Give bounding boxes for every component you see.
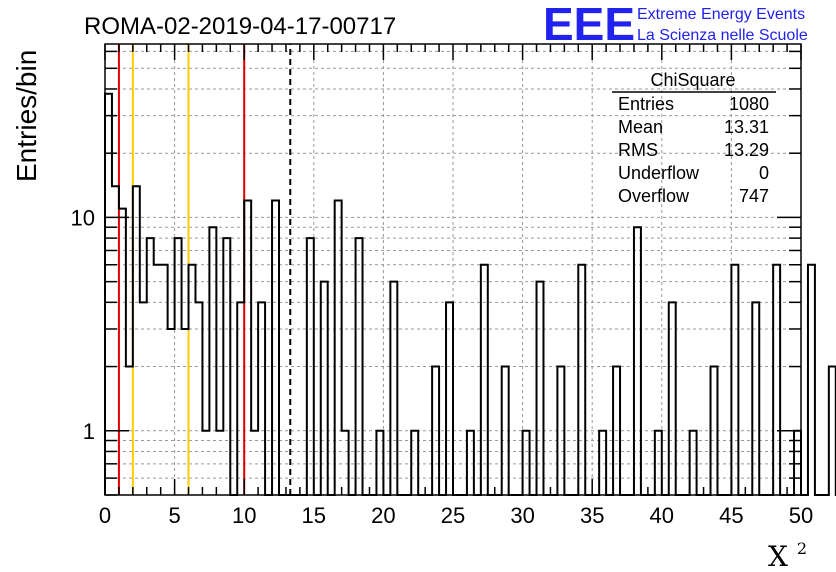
histogram-bin: [752, 302, 759, 495]
histogram-bin: [258, 302, 265, 495]
histogram-bin: [390, 282, 397, 495]
histogram-bin: [773, 265, 780, 495]
x-tick-label: 25: [441, 503, 465, 528]
histogram-bin: [335, 201, 342, 495]
stats-row-value: 0: [759, 163, 769, 183]
histogram-bin: [119, 209, 126, 495]
histogram-bin: [216, 431, 223, 495]
histogram-bins: [104, 92, 836, 496]
stats-title: ChiSquare: [650, 70, 735, 90]
histogram-bin: [376, 431, 383, 495]
histogram-bin: [307, 238, 314, 495]
y-tick-label: 1: [83, 419, 95, 444]
histogram-bin: [655, 431, 662, 495]
stats-row-value: 1080: [729, 94, 769, 114]
histogram-bin: [523, 431, 530, 495]
x-tick-label: 10: [232, 503, 256, 528]
histogram-bin: [669, 302, 676, 495]
x-tick-label: 5: [168, 503, 180, 528]
histogram-bin: [112, 186, 119, 495]
stats-row-label: Underflow: [618, 163, 700, 183]
histogram-bin: [251, 431, 258, 495]
histogram-bin: [168, 329, 175, 495]
stats-row-label: Entries: [618, 94, 674, 114]
histogram-bin: [613, 367, 620, 495]
histogram-bin: [223, 238, 230, 495]
stats-box: ChiSquare Entries 1080 Mean 13.31 RMS 13.29 Un…: [612, 70, 776, 206]
x-tick-label: 50: [789, 503, 813, 528]
histogram-bin: [502, 367, 509, 495]
chart-title: ROMA-02-2019-04-17-00717: [84, 13, 396, 40]
x-tick-label: 0: [99, 503, 111, 528]
x-tick-label: 35: [580, 503, 604, 528]
histogram-bin: [321, 282, 328, 495]
stats-rows: Entries 1080 Mean 13.31 RMS 13.29 Underflow 0 Ov…: [618, 94, 769, 206]
stats-row-value: 747: [739, 186, 769, 206]
histogram-bin: [133, 186, 140, 495]
stats-row-label: Mean: [618, 117, 663, 137]
histogram-bin: [161, 265, 168, 495]
x-tick-label: 30: [510, 503, 534, 528]
histogram-bin: [731, 265, 738, 495]
histogram-bin: [147, 238, 154, 495]
x-axis-label: X 2: [768, 539, 807, 572]
histogram-bin: [140, 302, 147, 495]
stats-row-value: 13.31: [724, 117, 769, 137]
histogram-bin: [808, 265, 815, 495]
logo-line-2: La Scienza nelle Scuole: [637, 27, 808, 44]
histogram-bin: [432, 367, 439, 495]
histogram-bin: [244, 201, 251, 495]
histogram-bin: [481, 265, 488, 495]
histogram-bin: [711, 367, 718, 495]
y-tick-label: 10: [71, 205, 95, 230]
x-axis-label-sup: 2: [797, 539, 807, 558]
histogram-bin: [195, 302, 202, 495]
x-tick-label: 45: [719, 503, 743, 528]
histogram-bin: [202, 431, 209, 495]
x-tick-label: 40: [650, 503, 674, 528]
histogram-bin: [175, 238, 182, 495]
histogram-bin: [411, 431, 418, 495]
histogram-bin: [356, 238, 363, 495]
histogram-bin: [557, 367, 564, 495]
histogram-bin: [634, 227, 641, 495]
histogram-bin: [189, 265, 196, 495]
x-tick-label: 20: [371, 503, 395, 528]
x-axis-label-base: X: [768, 540, 788, 572]
x-axis-ticks: 0 5 10 15 20 25 30 35 40 45 50: [99, 44, 813, 528]
histogram-bin: [537, 282, 544, 495]
histogram-bin: [599, 431, 606, 495]
histogram-bin: [272, 201, 279, 495]
histogram-bin: [154, 265, 161, 495]
histogram-bin: [829, 367, 836, 495]
stats-row-label: RMS: [618, 140, 658, 160]
x-tick-label: 15: [302, 503, 326, 528]
histogram-bin: [209, 227, 216, 495]
histogram-bin: [446, 302, 453, 495]
logo-mark: EEE: [543, 0, 635, 50]
eee-logo: EEE Extreme Energy Events La Scienza nel…: [543, 0, 808, 50]
stats-row-label: Overflow: [618, 186, 690, 206]
histogram-bin: [182, 329, 189, 495]
y-axis-ticks: 1 10: [71, 50, 801, 496]
y-axis-label: Entries/bin: [11, 50, 42, 182]
histogram-bin: [467, 431, 474, 495]
histogram-bin: [342, 431, 349, 495]
histogram-bin: [578, 265, 585, 495]
logo-line-1: Extreme Energy Events: [637, 6, 805, 23]
histogram-bin: [237, 302, 244, 495]
histogram-outline: [104, 92, 836, 496]
stats-row-value: 13.29: [724, 140, 769, 160]
histogram-bin: [690, 431, 697, 495]
